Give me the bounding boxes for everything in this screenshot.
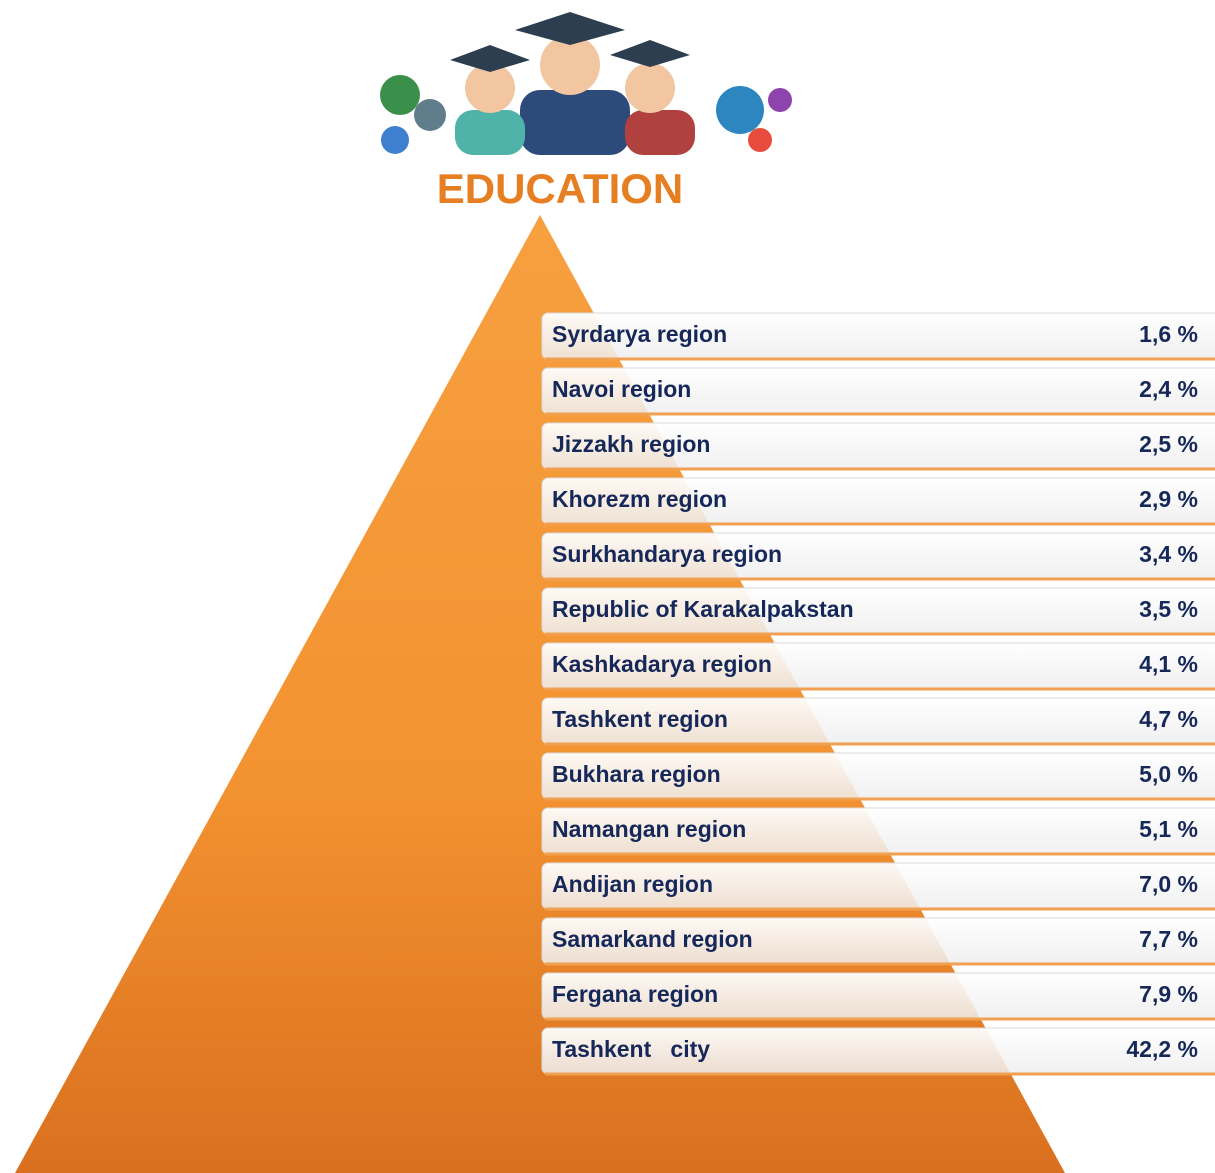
- row-label: Jizzakh region: [552, 431, 710, 457]
- row-label: Tashkent region: [552, 706, 728, 732]
- row-value: 2,5 %: [1139, 431, 1198, 457]
- row-label: Syrdarya region: [552, 321, 727, 347]
- row-value: 2,4 %: [1139, 376, 1198, 402]
- row-value: 4,7 %: [1139, 706, 1198, 732]
- title: EDUCATION: [437, 165, 684, 212]
- row-value: 3,5 %: [1139, 596, 1198, 622]
- row-label: Kashkadarya region: [552, 651, 772, 677]
- row-value: 3,4 %: [1139, 541, 1198, 567]
- row-label: Fergana region: [552, 981, 718, 1007]
- row-label: Namangan region: [552, 816, 746, 842]
- row-label: Tashkent city: [552, 1036, 710, 1062]
- row-value: 5,1 %: [1139, 816, 1198, 842]
- row-label: Bukhara region: [552, 761, 721, 787]
- row-value: 7,7 %: [1139, 926, 1198, 952]
- illustration: [348, 10, 800, 175]
- row-label: Republic of Karakalpakstan: [552, 596, 854, 622]
- row-value: 7,9 %: [1139, 981, 1198, 1007]
- row-value: 2,9 %: [1139, 486, 1198, 512]
- row-value: 42,2 %: [1126, 1036, 1198, 1062]
- row-label: Navoi region: [552, 376, 691, 402]
- row-label: Samarkand region: [552, 926, 753, 952]
- row-value: 4,1 %: [1139, 651, 1198, 677]
- row-value: 1,6 %: [1139, 321, 1198, 347]
- row-value: 5,0 %: [1139, 761, 1198, 787]
- rows: Syrdarya region 1,6 % Navoi region 2,4 % Jiz…: [541, 312, 1215, 1076]
- row-label: Andijan region: [552, 871, 713, 897]
- row-label: Surkhandarya region: [552, 541, 782, 567]
- row-label: Khorezm region: [552, 486, 727, 512]
- row-value: 7,0 %: [1139, 871, 1198, 897]
